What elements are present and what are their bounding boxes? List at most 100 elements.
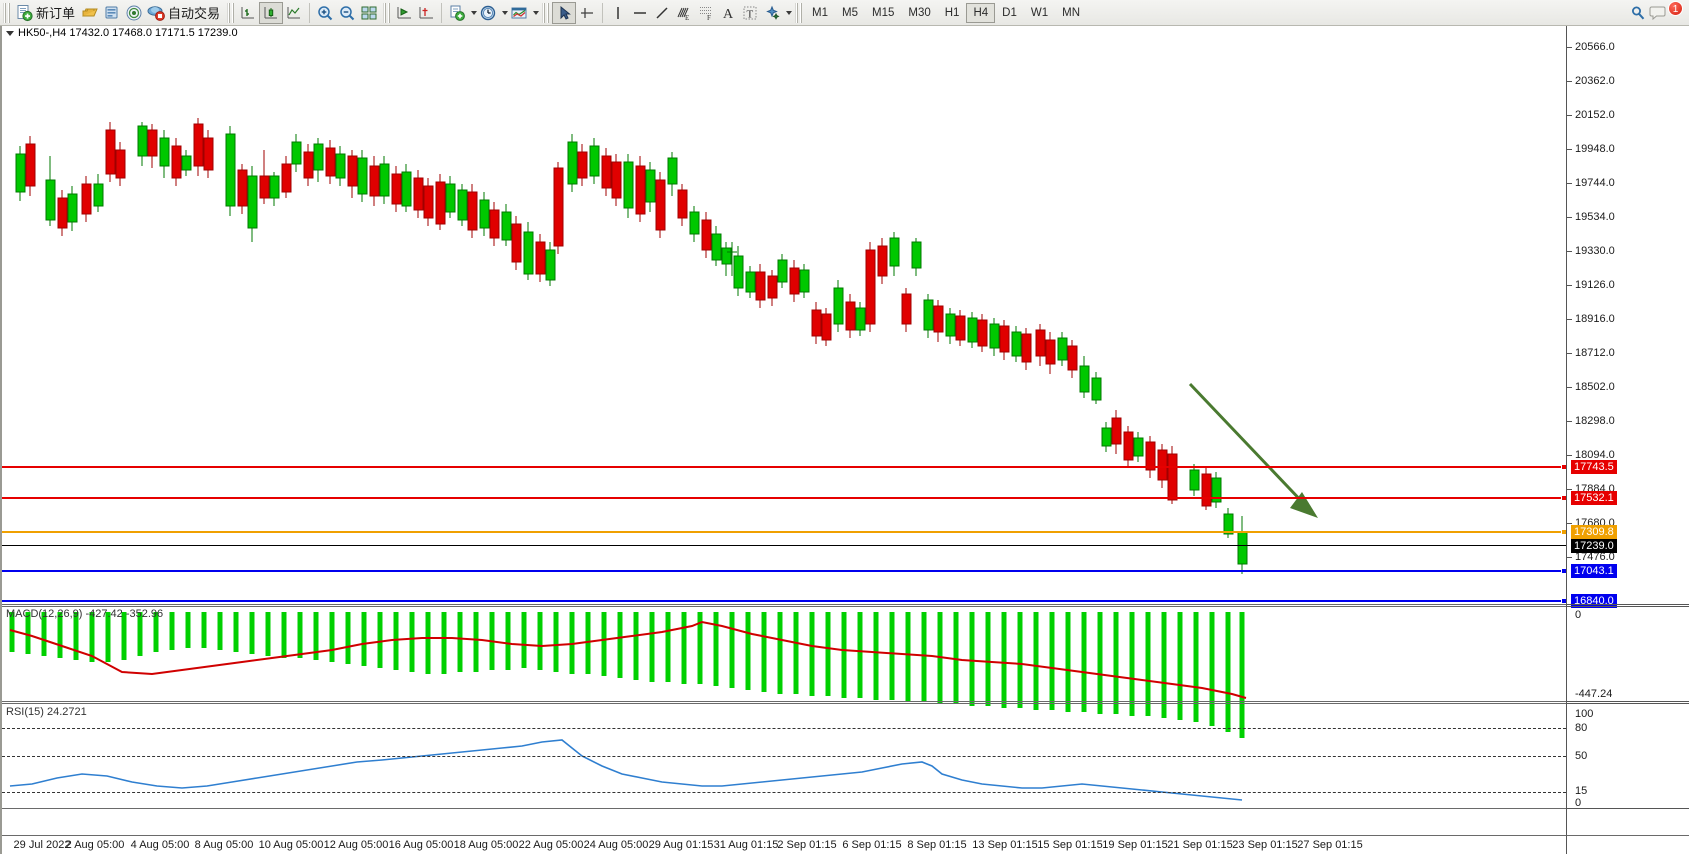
timeframe-m30[interactable]: M30	[901, 3, 937, 23]
timeframe-m1[interactable]: M1	[805, 3, 835, 23]
search-button[interactable]	[1627, 2, 1649, 24]
rsi-tick-15: 15	[1575, 785, 1588, 797]
timeframe-h1[interactable]: H1	[938, 3, 967, 23]
vertical-line-button[interactable]	[607, 2, 629, 24]
data-window-icon	[105, 6, 118, 18]
time-tick-7: 18 Aug 05:00	[453, 839, 519, 851]
svg-text:A: A	[723, 7, 734, 22]
indicators-dropdown-caret[interactable]	[471, 10, 478, 15]
main-toolbar: 新订单	[0, 0, 1689, 26]
timeframe-d1-label: D1	[1002, 6, 1017, 19]
price-level-line-17043-1[interactable]	[2, 568, 1567, 574]
time-axis[interactable]: 29 Jul 2022 2 Aug 05:00 4 Aug 05:00 8 Au…	[2, 835, 1568, 854]
text-icon: A	[723, 7, 734, 22]
auto-scroll-icon	[397, 6, 412, 18]
new-order-icon	[17, 4, 33, 21]
toolbar-grip-2[interactable]	[227, 2, 235, 23]
price-level-line-17743-5[interactable]	[2, 464, 1567, 470]
timeframe-h4[interactable]: H4	[966, 2, 996, 23]
price-tick-19126: 19126.0	[1575, 279, 1615, 291]
text-button[interactable]: A	[717, 2, 739, 24]
objects-button[interactable]	[761, 2, 783, 24]
rsi-level-50-line	[2, 756, 1566, 757]
timeframe-w1[interactable]: W1	[1024, 3, 1055, 23]
toolbar-grip-4[interactable]	[542, 2, 550, 23]
toolbar-grip-5[interactable]	[795, 2, 803, 23]
price-tick-19330: 19330.0	[1575, 245, 1615, 257]
auto-scroll-button[interactable]	[393, 2, 415, 24]
signals-button[interactable]	[123, 2, 145, 24]
timeframe-d1[interactable]: D1	[995, 3, 1024, 23]
rsi-tick-100: 100	[1575, 708, 1594, 720]
elliott-wave-button[interactable]: E	[673, 2, 695, 24]
auto-trading-icon	[147, 5, 165, 21]
templates-dropdown-caret[interactable]	[533, 10, 540, 15]
price-tick-18298: 18298.0	[1575, 415, 1615, 427]
toolbar-grip-3[interactable]	[383, 2, 391, 23]
chat-bubble-icon	[1649, 6, 1666, 20]
candlestick-chart-button[interactable]	[259, 1, 284, 24]
trendline-button[interactable]	[651, 2, 673, 24]
data-window-button[interactable]	[101, 2, 123, 24]
price-level-line-17532-1[interactable]	[2, 495, 1567, 501]
horizontal-line-button[interactable]	[629, 2, 651, 24]
chart-shift-icon	[419, 6, 434, 18]
auto-trading-button[interactable]: 自动交易	[145, 2, 224, 24]
timeframe-m15-label: M15	[872, 6, 895, 19]
rsi-tick-0: 0	[1575, 797, 1582, 809]
new-order-button[interactable]: 新订单	[13, 2, 79, 24]
zoom-in-button[interactable]	[314, 2, 336, 24]
rsi-level-15-line	[2, 792, 1566, 793]
zoom-out-button[interactable]	[336, 2, 358, 24]
objects-dropdown-caret[interactable]	[786, 10, 793, 15]
timeframe-m15[interactable]: M15	[865, 3, 901, 23]
text-label-icon: T	[743, 6, 757, 20]
tile-windows-button[interactable]	[358, 2, 380, 24]
price-axis[interactable]: 20566.0 20362.0 20152.0 19948.0 19744.0 …	[1566, 26, 1689, 854]
crosshair-button[interactable]	[576, 2, 598, 24]
time-tick-12: 2 Sep 01:15	[777, 839, 837, 851]
notifications-button[interactable]: 1	[1649, 0, 1683, 24]
svg-text:F: F	[707, 14, 711, 22]
rsi-tick-80: 80	[1575, 722, 1588, 734]
vertical-line-icon	[617, 6, 619, 19]
trendline-icon	[656, 6, 668, 19]
time-tick-8: 22 Aug 05:00	[518, 839, 584, 851]
chart-symbol-ohlc-label: HK50-,H4 17432.0 17468.0 17171.5 17239.0	[18, 27, 238, 39]
chart-shift-button[interactable]	[415, 2, 437, 24]
themes-button[interactable]	[79, 2, 101, 24]
fibonacci-button[interactable]: F	[695, 2, 717, 24]
price-tag-resistance-1[interactable]: 17743.5	[1571, 460, 1617, 474]
line-chart-button[interactable]	[283, 2, 305, 24]
cursor-button[interactable]	[552, 1, 577, 24]
period-button[interactable]	[477, 2, 499, 24]
macd-rsi-divider-2	[2, 703, 1566, 704]
templates-button[interactable]	[508, 2, 530, 24]
cursor-arrow-icon	[560, 5, 571, 20]
period-dropdown-caret[interactable]	[502, 10, 509, 15]
chart-menu-caret-icon[interactable]	[6, 30, 14, 36]
trend-arrow-annotation[interactable]	[1188, 382, 1318, 518]
toolbar-grip[interactable]	[3, 2, 10, 23]
time-tick-2: 4 Aug 05:00	[130, 839, 190, 851]
price-tick-18712: 18712.0	[1575, 347, 1615, 359]
price-tag-resistance-2[interactable]: 17532.1	[1571, 491, 1617, 505]
price-tick-18916: 18916.0	[1575, 313, 1615, 325]
price-level-line-17309-8[interactable]	[2, 529, 1567, 535]
indicators-button[interactable]	[446, 2, 468, 24]
bar-chart-icon	[241, 6, 255, 18]
toolbar-separator-3	[602, 2, 604, 23]
price-tag-pivot[interactable]: 17309.8	[1571, 525, 1617, 539]
rsi-level-80-line	[2, 728, 1566, 729]
price-level-line-16840-0[interactable]	[2, 598, 1567, 604]
bar-chart-button[interactable]	[237, 2, 259, 24]
toolbar-separator-1	[309, 2, 311, 23]
price-tag-support-1[interactable]: 17043.1	[1571, 564, 1617, 578]
timeframe-mn[interactable]: MN	[1055, 3, 1087, 23]
text-label-button[interactable]: T	[739, 2, 761, 24]
chart-area[interactable]: HK50-,H4 17432.0 17468.0 17171.5 17239.0	[0, 26, 1689, 854]
chart-symbol-bar[interactable]: HK50-,H4 17432.0 17468.0 17171.5 17239.0	[2, 26, 238, 40]
time-tick-0: 29 Jul 2022	[13, 839, 71, 851]
timeframe-w1-label: W1	[1030, 6, 1049, 19]
timeframe-m5[interactable]: M5	[835, 3, 865, 23]
